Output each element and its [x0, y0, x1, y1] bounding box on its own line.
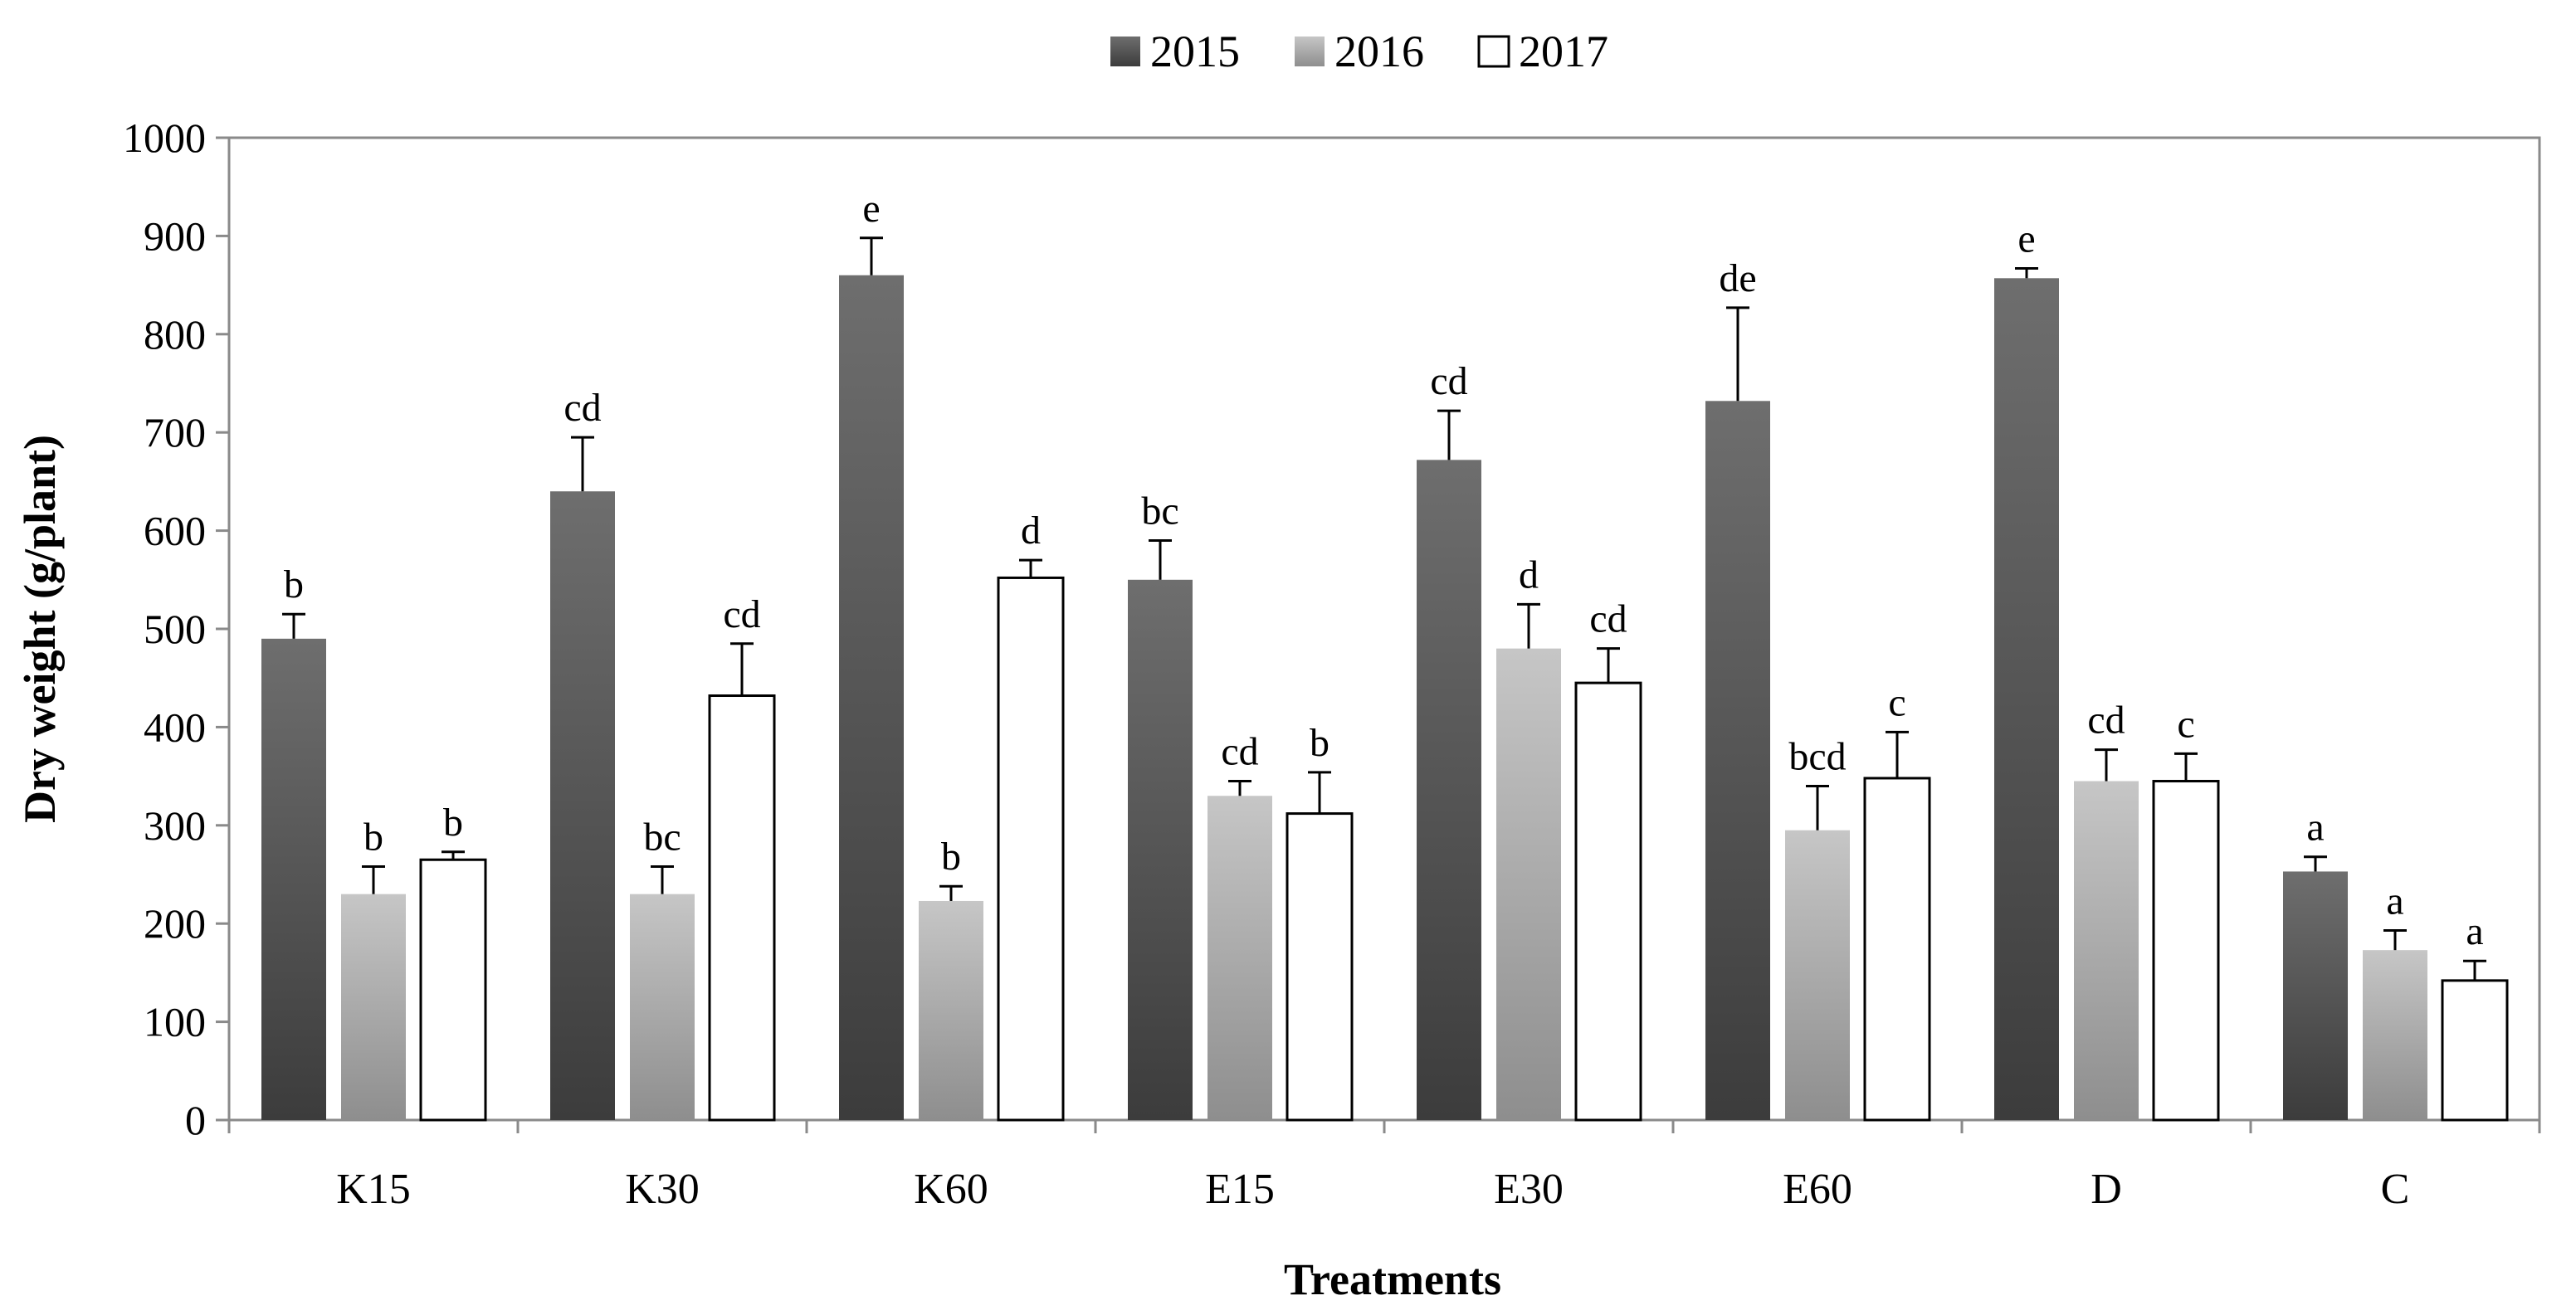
bar-2015-K30 [550, 491, 615, 1120]
significance-letter: a [2386, 879, 2403, 923]
bar-2017-E15 [1286, 812, 1354, 1122]
x-tick-label: E30 [1494, 1166, 1564, 1213]
significance-letter: e [862, 187, 880, 231]
bar-2015-K15 [261, 638, 326, 1120]
significance-letter: b [1310, 721, 1329, 765]
legend-label-2017: 2017 [1519, 27, 1608, 76]
bar-2016-E60 [1785, 830, 1850, 1120]
x-tick-label: E15 [1205, 1166, 1275, 1213]
significance-letter: cd [1221, 730, 1258, 774]
bar-2017-K30 [708, 694, 776, 1122]
x-tick-label: K15 [336, 1166, 411, 1213]
significance-letter: d [1021, 509, 1041, 553]
bar-2015-D [1994, 278, 2059, 1120]
significance-letter: c [2177, 702, 2194, 746]
x-tick-label: K60 [914, 1166, 988, 1213]
bar-2017-K15 [419, 858, 487, 1122]
bar-2016-K15 [341, 894, 406, 1120]
y-tick-label: 100 [144, 999, 206, 1045]
y-tick-label: 300 [144, 802, 206, 849]
y-tick-label: 900 [144, 212, 206, 259]
legend-swatch-2015 [1110, 37, 1140, 66]
y-tick-label: 600 [144, 508, 206, 554]
y-tick-label: 500 [144, 606, 206, 652]
significance-letter: a [2466, 909, 2483, 953]
bar-2016-E30 [1496, 648, 1561, 1120]
significance-letter: c [1888, 680, 1905, 724]
bar-2015-C [2283, 871, 2348, 1120]
y-tick-label: 1000 [123, 114, 206, 161]
bar-2017-E60 [1863, 777, 1931, 1122]
y-axis-label: Dry weight (g/plant) [15, 435, 65, 823]
legend-swatch-2017 [1477, 35, 1510, 68]
significance-letter: cd [1430, 359, 1467, 403]
significance-letter: cd [564, 386, 601, 430]
x-tick-label: K30 [625, 1166, 700, 1213]
legend-label-2016: 2016 [1334, 27, 1424, 76]
legend-swatch-2016 [1295, 37, 1325, 66]
significance-letter: b [363, 816, 383, 860]
bar-2017-K60 [997, 576, 1065, 1122]
bar-2015-E30 [1417, 460, 1481, 1120]
y-tick-label: 0 [185, 1097, 206, 1143]
bar-2015-E15 [1128, 579, 1193, 1120]
bar-2016-K60 [919, 900, 983, 1120]
y-tick-label: 400 [144, 704, 206, 750]
bar-2017-D [2152, 780, 2220, 1122]
significance-letter: b [284, 563, 304, 606]
significance-letter: a [2306, 806, 2324, 850]
bar-2016-K30 [630, 894, 695, 1120]
bar-2015-E60 [1705, 401, 1770, 1120]
x-tick-label: E60 [1783, 1166, 1852, 1213]
significance-letter: cd [1589, 597, 1627, 641]
y-tick-label: 800 [144, 311, 206, 358]
significance-letter: bcd [1788, 734, 1846, 778]
bar-2017-E30 [1574, 681, 1642, 1122]
significance-letter: d [1519, 553, 1539, 597]
significance-letter: cd [2087, 699, 2125, 743]
y-tick-label: 200 [144, 900, 206, 947]
x-tick-label: C [2381, 1166, 2410, 1213]
significance-letter: b [941, 835, 961, 879]
significance-letter: e [2017, 217, 2035, 261]
y-tick-label: 700 [144, 409, 206, 455]
bar-2016-C [2363, 950, 2427, 1120]
bar-2015-K60 [839, 275, 904, 1120]
x-tick-label: D [2091, 1166, 2122, 1213]
significance-letter: de [1719, 256, 1756, 300]
bar-2016-D [2074, 781, 2139, 1120]
significance-letter: bc [643, 816, 681, 860]
significance-letter: cd [723, 592, 760, 636]
x-axis-label: Treatments [1284, 1254, 1501, 1304]
bar-2016-E15 [1208, 796, 1272, 1120]
bar-2017-C [2441, 979, 2509, 1122]
significance-letter: bc [1141, 489, 1178, 533]
significance-letter: b [443, 801, 463, 845]
legend-label-2015: 2015 [1150, 27, 1240, 76]
